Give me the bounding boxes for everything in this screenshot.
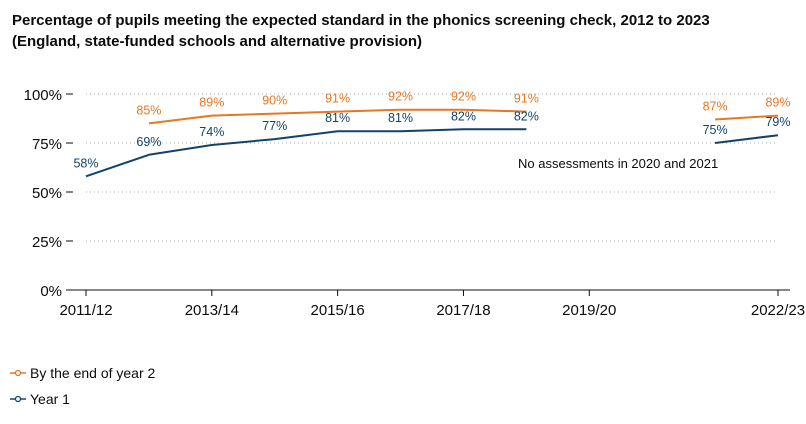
y-tick-label: 25% (32, 234, 62, 251)
legend-label-year2: By the end of year 2 (30, 365, 156, 381)
data-label: 77% (262, 119, 287, 133)
data-label: 91% (325, 92, 350, 106)
y-tick-label: 0% (40, 283, 62, 300)
series-line-year2 (148, 108, 527, 125)
data-label: 90% (262, 94, 287, 108)
data-label: 69% (136, 135, 161, 149)
data-label: 82% (514, 109, 539, 123)
data-label: 81% (388, 111, 413, 125)
chart-title: Percentage of pupils meeting the expecte… (12, 12, 710, 29)
legend-marker-navy-icon (10, 395, 26, 403)
x-tick-label: 2017/18 (436, 302, 490, 319)
data-label: 75% (703, 123, 728, 137)
y-tick-label: 75% (32, 136, 62, 153)
data-label: 82% (451, 109, 476, 123)
legend-label-year1: Year 1 (30, 391, 70, 407)
chart-legend: By the end of year 2 Year 1 (10, 360, 155, 412)
data-label: 85% (136, 103, 161, 117)
data-label: 79% (765, 115, 790, 129)
data-label: 81% (325, 111, 350, 125)
data-label: 89% (199, 96, 224, 110)
no-assessment-annotation: No assessments in 2020 and 2021 (518, 156, 718, 171)
data-label: 91% (514, 92, 539, 106)
legend-item-year2[interactable]: By the end of year 2 (10, 360, 155, 386)
line-chart: 0% 25% 50% 75% 100% 2011/12 2013/14 2015/16 2017… (24, 87, 805, 319)
x-tick-label: 2011/12 (59, 302, 112, 319)
series-line-year1 (714, 134, 779, 144)
y-tick-label: 100% (24, 87, 62, 104)
x-tick-label: 2013/14 (185, 302, 239, 319)
x-tick-label: 2022/23 (751, 302, 805, 319)
legend-item-year1[interactable]: Year 1 (10, 386, 155, 412)
legend-marker-orange-icon (10, 369, 26, 377)
series-line-year2 (715, 114, 779, 121)
y-tick-label: 50% (32, 185, 62, 202)
data-label: 74% (199, 125, 224, 139)
data-label: 92% (388, 90, 413, 104)
x-tick-label: 2019/20 (562, 302, 616, 319)
data-label: 87% (703, 99, 728, 113)
chart-subtitle: (England, state-funded schools and alter… (12, 33, 423, 50)
data-label: 89% (765, 96, 790, 110)
data-label: 58% (73, 156, 98, 170)
chart-title-block: Percentage of pupils meeting the expecte… (12, 10, 802, 52)
x-tick-label: 2015/16 (311, 302, 365, 319)
series-line-year1 (85, 128, 527, 178)
data-label: 92% (451, 90, 476, 104)
